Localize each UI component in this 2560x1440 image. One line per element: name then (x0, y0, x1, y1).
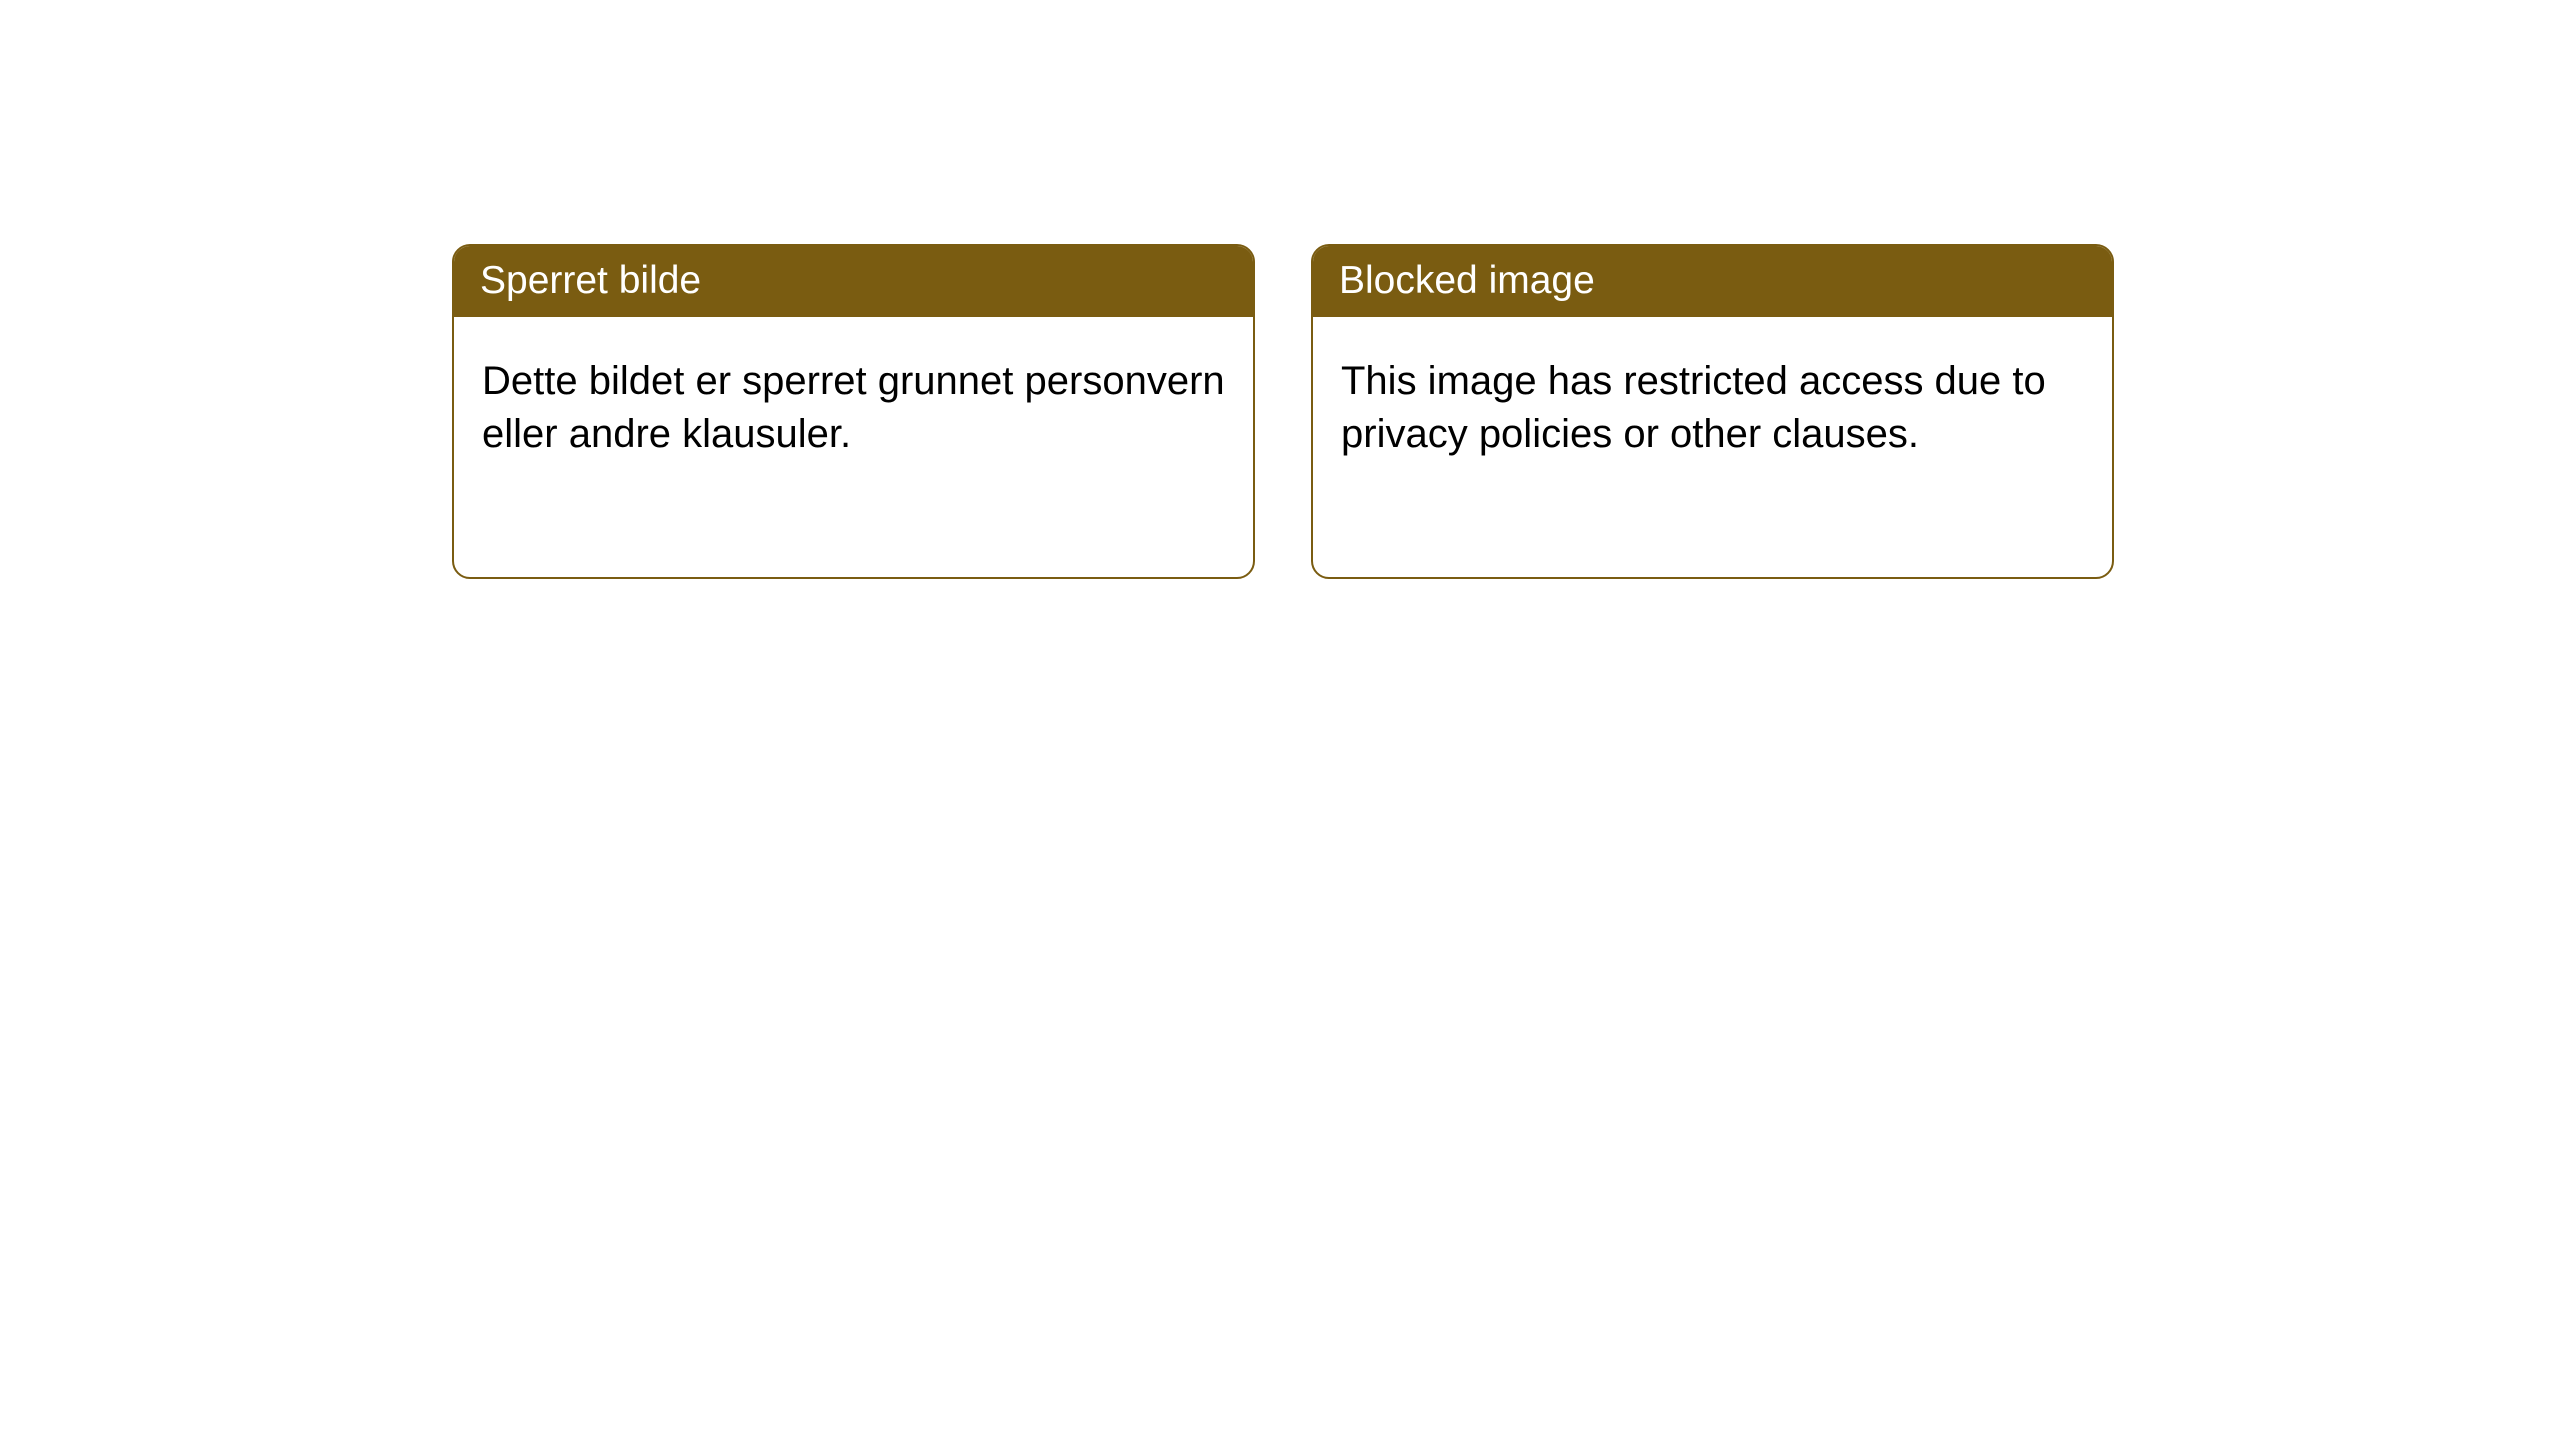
card-header: Blocked image (1313, 246, 2112, 317)
card-header-text: Blocked image (1339, 259, 1595, 302)
notice-card-norwegian: Sperret bilde Dette bildet er sperret gr… (452, 244, 1255, 579)
card-body-text: This image has restricted access due to … (1341, 359, 2046, 456)
card-body: Dette bildet er sperret grunnet personve… (454, 317, 1253, 499)
notice-card-english: Blocked image This image has restricted … (1311, 244, 2114, 579)
card-body: This image has restricted access due to … (1313, 317, 2112, 499)
notice-cards-container: Sperret bilde Dette bildet er sperret gr… (0, 0, 2560, 579)
card-body-text: Dette bildet er sperret grunnet personve… (482, 359, 1225, 456)
card-header-text: Sperret bilde (480, 259, 701, 302)
card-header: Sperret bilde (454, 246, 1253, 317)
